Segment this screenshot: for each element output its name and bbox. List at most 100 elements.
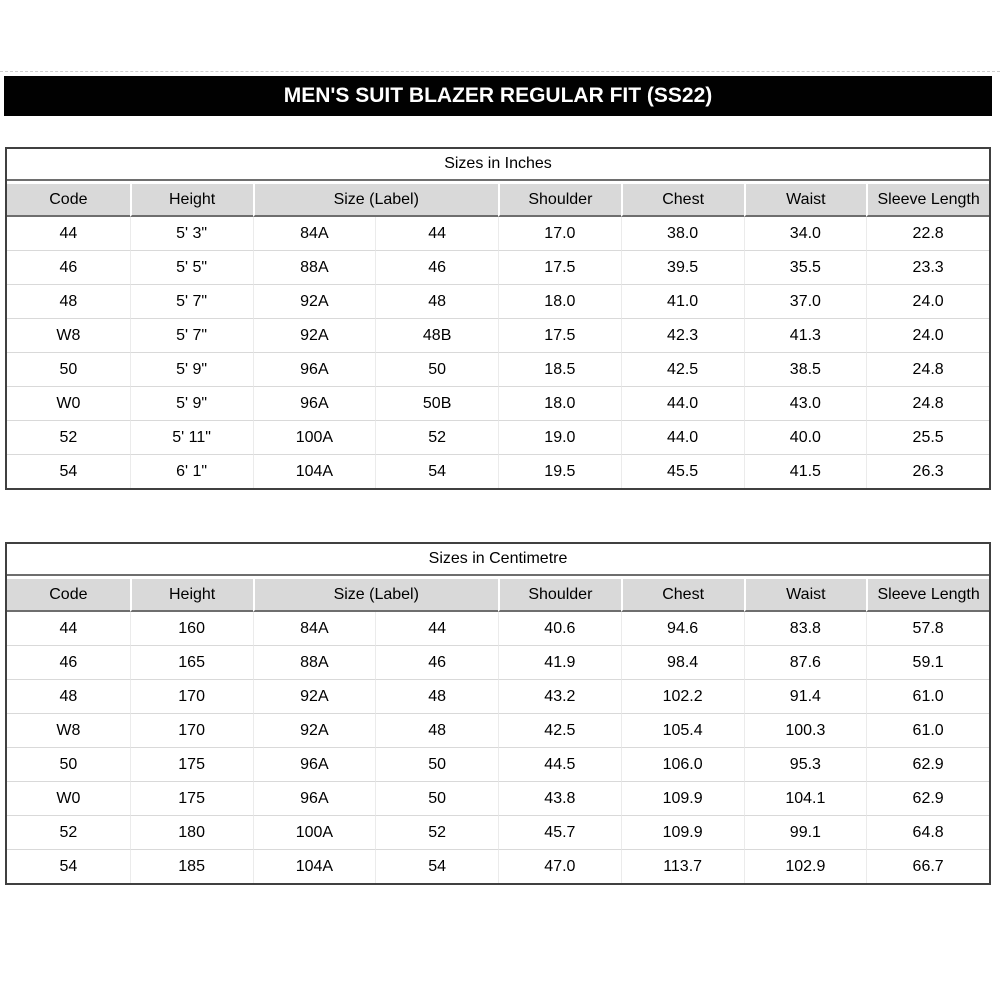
table-cell: 46 [7,250,130,284]
table-cell: 17.5 [498,318,621,352]
table-cell: 44 [375,217,498,250]
table-cell: 44 [375,612,498,645]
table-cell: 43.2 [498,679,621,713]
table-cell: 102.9 [743,849,867,883]
table-cell: 38.5 [743,352,867,386]
table-cell: 39.5 [620,250,744,284]
table-cell: 84A [252,217,376,250]
table-cell: 50 [375,747,498,781]
column-header-size-label: Size (Label) [252,181,498,217]
table-cell: 48B [375,318,498,352]
table-cell: 113.7 [620,849,744,883]
table-cell: 40.6 [498,612,621,645]
table-cell: 5' 5" [129,250,253,284]
table-cell: 37.0 [743,284,867,318]
table-cell: 5' 9" [129,352,253,386]
table-cell: 44 [7,217,130,250]
table-title: Sizes in Inches [7,149,989,181]
table-cell: 96A [252,386,376,420]
table-cell: 22.8 [866,217,989,250]
table-cell: 50 [7,747,130,781]
chart-title: MEN'S SUIT BLAZER REGULAR FIT (SS22) [283,84,713,107]
table-cell: 160 [129,612,253,645]
table-cell: 52 [375,420,498,454]
table-cell: 185 [129,849,253,883]
table-cell: 41.5 [743,454,867,488]
table-row: 52 180 100A 52 45.7 109.9 99.1 64.8 [7,815,989,849]
table-row: 50 5' 9" 96A 50 18.5 42.5 38.5 24.8 [7,352,989,386]
table-cell: 92A [252,318,376,352]
table-cell: 23.3 [866,250,989,284]
cm-size-table: Sizes in Centimetre Code Height Size (La… [5,542,991,885]
table-cell: 48 [375,679,498,713]
table-cell: 45.5 [620,454,744,488]
table-cell: 84A [252,612,376,645]
table-cell: 6' 1" [129,454,253,488]
table-cell: 41.9 [498,645,621,679]
column-header-chest: Chest [620,576,744,612]
table-row: W0 175 96A 50 43.8 109.9 104.1 62.9 [7,781,989,815]
table-cell: 83.8 [743,612,867,645]
table-cell: 92A [252,713,376,747]
table-cell: 96A [252,352,376,386]
table-cell: 170 [129,713,253,747]
column-header-height: Height [129,181,253,217]
table-cell: 48 [375,284,498,318]
table-cell: 92A [252,284,376,318]
table-cell: W8 [7,713,130,747]
table-cell: 5' 11" [129,420,253,454]
table-cell: 100A [252,815,376,849]
table-cell: 38.0 [620,217,744,250]
table-cell: 59.1 [866,645,989,679]
table-cell: 45.7 [498,815,621,849]
faint-gridline [0,71,1000,72]
table-cell: 19.5 [498,454,621,488]
table-cell: 25.5 [866,420,989,454]
table-cell: 88A [252,250,376,284]
table-title-row: Sizes in Centimetre [7,544,989,576]
table-cell: 42.3 [620,318,744,352]
table-row: 46 165 88A 46 41.9 98.4 87.6 59.1 [7,645,989,679]
table-cell: 50 [375,781,498,815]
table-cell: 50B [375,386,498,420]
table-cell: W8 [7,318,130,352]
table-cell: 180 [129,815,253,849]
table-cell: W0 [7,781,130,815]
table-cell: 52 [7,420,130,454]
column-header-sleeve-length: Sleeve Length [866,181,989,217]
table-cell: 5' 7" [129,284,253,318]
table-cell: 43.8 [498,781,621,815]
table-cell: 44.5 [498,747,621,781]
table-cell: 104A [252,849,376,883]
table-cell: 19.0 [498,420,621,454]
table-cell: 48 [375,713,498,747]
table-cell: 100A [252,420,376,454]
table-row: 54 6' 1" 104A 54 19.5 45.5 41.5 26.3 [7,454,989,488]
table-cell: 47.0 [498,849,621,883]
table-row: 50 175 96A 50 44.5 106.0 95.3 62.9 [7,747,989,781]
table-cell: 61.0 [866,713,989,747]
table-cell: 34.0 [743,217,867,250]
table-cell: 66.7 [866,849,989,883]
table-cell: 24.0 [866,318,989,352]
table-header-row: Code Height Size (Label) Shoulder Chest … [7,181,989,217]
table-cell: 88A [252,645,376,679]
table-cell: 99.1 [743,815,867,849]
table-cell: 175 [129,781,253,815]
table-cell: 92A [252,679,376,713]
table-cell: 62.9 [866,747,989,781]
table-cell: 43.0 [743,386,867,420]
table-cell: 50 [375,352,498,386]
table-title-row: Sizes in Inches [7,149,989,181]
column-header-size-label: Size (Label) [252,576,498,612]
table-cell: 87.6 [743,645,867,679]
table-cell: 170 [129,679,253,713]
table-row: W0 5' 9" 96A 50B 18.0 44.0 43.0 24.8 [7,386,989,420]
table-cell: 5' 7" [129,318,253,352]
column-header-code: Code [7,576,130,612]
table-cell: 42.5 [620,352,744,386]
table-cell: 104.1 [743,781,867,815]
table-cell: 62.9 [866,781,989,815]
table-cell: 44.0 [620,386,744,420]
table-cell: 105.4 [620,713,744,747]
